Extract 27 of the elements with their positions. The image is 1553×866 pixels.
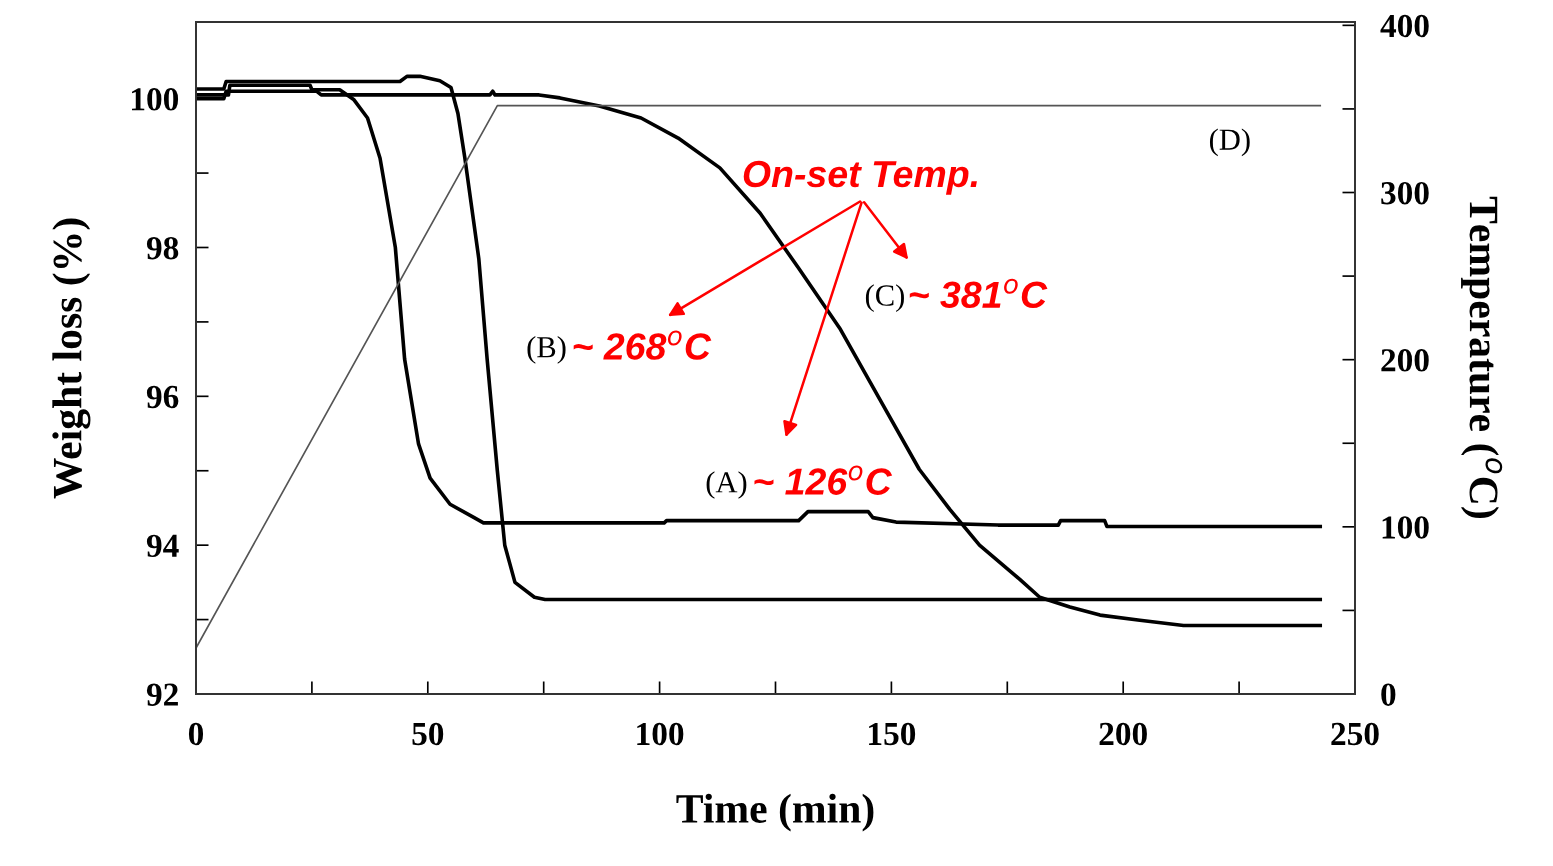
y2-tick-label: 200 (1381, 349, 1429, 372)
y2-tick-label: 400 (1380, 14, 1429, 38)
x-tick-label: 0 (188, 722, 204, 746)
x-tick-label: 200 (1099, 722, 1147, 746)
x-axis-title: Time (min) (676, 793, 874, 832)
annotation: (B) (527, 336, 566, 364)
y-axis-title: Weight loss (%) (52, 218, 91, 499)
x-tick-label: 250 (1331, 722, 1379, 746)
y-tick-label: 100 (132, 88, 179, 111)
y-tick-label: 96 (146, 385, 179, 409)
x-tick-label: 100 (637, 722, 684, 746)
x-tick-label: 150 (869, 722, 916, 746)
x-tick-label: 50 (412, 722, 444, 746)
y2-tick-label: 0 (1381, 683, 1396, 706)
annotation: On-set Temp. (743, 160, 977, 195)
annotation: ~ 268$^{o}$C (573, 330, 712, 360)
y-tick-label: 98 (146, 236, 179, 260)
annotation: ~ 126$^{o}$C (754, 465, 893, 495)
y2-tick-label: 100 (1382, 516, 1429, 539)
y2-axis-title: Temperature ($^{o}$C) (1461, 196, 1503, 518)
annotation: (A) (706, 471, 747, 499)
annotation: (C) (865, 284, 904, 313)
annotation: ~ 381$^{o}$C (909, 278, 1048, 309)
y-tick-label: 92 (146, 683, 178, 706)
y-tick-label: 94 (146, 534, 179, 558)
annotation: (D) (1209, 128, 1250, 157)
y2-tick-label: 300 (1381, 181, 1429, 205)
